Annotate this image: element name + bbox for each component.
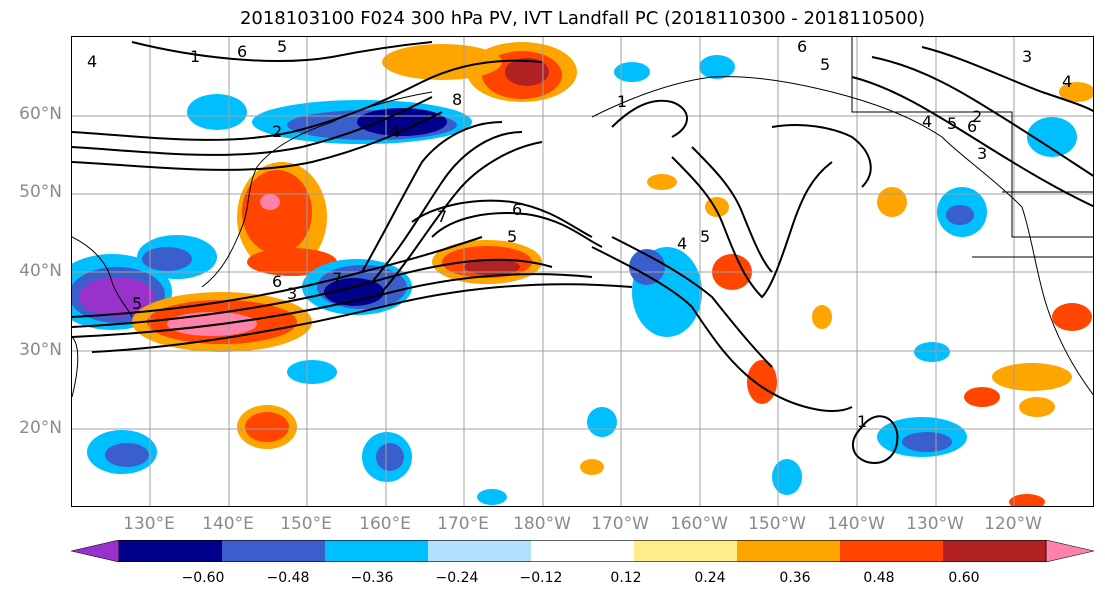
contour-label: 6 (272, 272, 282, 291)
contour-label: 3 (1022, 47, 1032, 66)
lat-label: 30°N (19, 340, 62, 360)
colorbar-tick: 0.36 (779, 570, 811, 586)
contour-label: 5 (277, 37, 287, 56)
colorbar-swatch (222, 540, 326, 562)
colorbar-swatch (119, 540, 223, 562)
lon-label: 180°W (513, 514, 571, 534)
lon-label: 130°E (123, 514, 175, 534)
contour-label: 2 (272, 122, 282, 141)
contour-label: 5 (820, 55, 830, 74)
lon-label: 160°E (359, 514, 411, 534)
contour-label: 1 (617, 92, 627, 111)
contour-label: 7 (437, 207, 447, 226)
contour-label: 4 (1062, 72, 1072, 91)
lon-label: 150°E (280, 514, 332, 534)
contour-label: 4 (87, 52, 97, 71)
contour-labels: 1 6 5 8 7 6 5 4 5 6 7 6 5 4 3 6 5 4 3 2 … (87, 37, 1072, 431)
colorbar-swatch (325, 540, 429, 562)
contour-label: 8 (452, 90, 462, 109)
contour-label: 6 (237, 42, 247, 61)
contour-label: 4 (677, 234, 687, 253)
contour-label: 5 (700, 227, 710, 246)
colorbar (71, 540, 1094, 562)
lon-label: 170°W (591, 514, 649, 534)
contour-label: 3 (287, 284, 297, 303)
colorbar-swatch (531, 540, 635, 562)
colorbar-tick: −0.24 (435, 570, 479, 586)
colorbar-extend-low (71, 540, 120, 562)
coastlines (72, 37, 1093, 398)
contour-label: 6 (512, 200, 522, 219)
contour-label: 3 (977, 144, 987, 163)
chart-title: 2018103100 F024 300 hPa PV, IVT Landfall… (239, 8, 926, 29)
colorbar-swatch (428, 540, 532, 562)
lon-label: 120°W (984, 514, 1042, 534)
colorbar-svg (71, 540, 1094, 562)
lon-label: 130°W (906, 514, 964, 534)
colorbar-swatch (943, 540, 1047, 562)
colorbar-swatch (737, 540, 841, 562)
map-panel: 1 6 5 8 7 6 5 4 5 6 7 6 5 4 3 6 5 4 3 2 … (71, 36, 1094, 507)
contour-label: 1 (190, 47, 200, 66)
lat-label: 60°N (19, 104, 62, 124)
colorbar-swatch (634, 540, 738, 562)
colorbar-tick: −0.48 (266, 570, 310, 586)
lon-label: 170°E (437, 514, 489, 534)
contour-label: 5 (947, 114, 957, 133)
lon-label: 150°W (748, 514, 806, 534)
lat-label: 20°N (19, 418, 62, 438)
lon-label: 140°E (202, 514, 254, 534)
contour-label: 6 (797, 37, 807, 56)
graticule (72, 37, 1093, 506)
contour-label: 5 (507, 227, 517, 246)
lon-label: 160°W (670, 514, 728, 534)
contour-label: 1 (857, 412, 867, 431)
colorbar-tick: 0.12 (610, 570, 642, 586)
contour-label: 6 (967, 117, 977, 136)
colorbar-outline (118, 540, 1047, 562)
lat-label: 40°N (19, 261, 62, 281)
colorbar-swatch (840, 540, 944, 562)
colorbar-tick: −0.36 (350, 570, 394, 586)
colorbar-tick: 0.60 (948, 570, 980, 586)
contour-label: 4 (922, 112, 932, 131)
colorbar-extend-high (1045, 540, 1094, 562)
colorbar-tick: 0.48 (863, 570, 895, 586)
contour-label: 4 (390, 122, 400, 141)
lat-label: 50°N (19, 182, 62, 202)
contour-label: 2 (972, 107, 982, 126)
lon-label: 140°W (827, 514, 885, 534)
colorbar-tick: −0.12 (519, 570, 563, 586)
map-canvas: 1 6 5 8 7 6 5 4 5 6 7 6 5 4 3 6 5 4 3 2 … (72, 37, 1093, 506)
pv-contours (72, 41, 1093, 464)
colorbar-tick: −0.60 (181, 570, 225, 586)
colorbar-tick: 0.24 (694, 570, 726, 586)
contour-label: 7 (332, 269, 342, 288)
contour-label: 5 (132, 294, 142, 313)
